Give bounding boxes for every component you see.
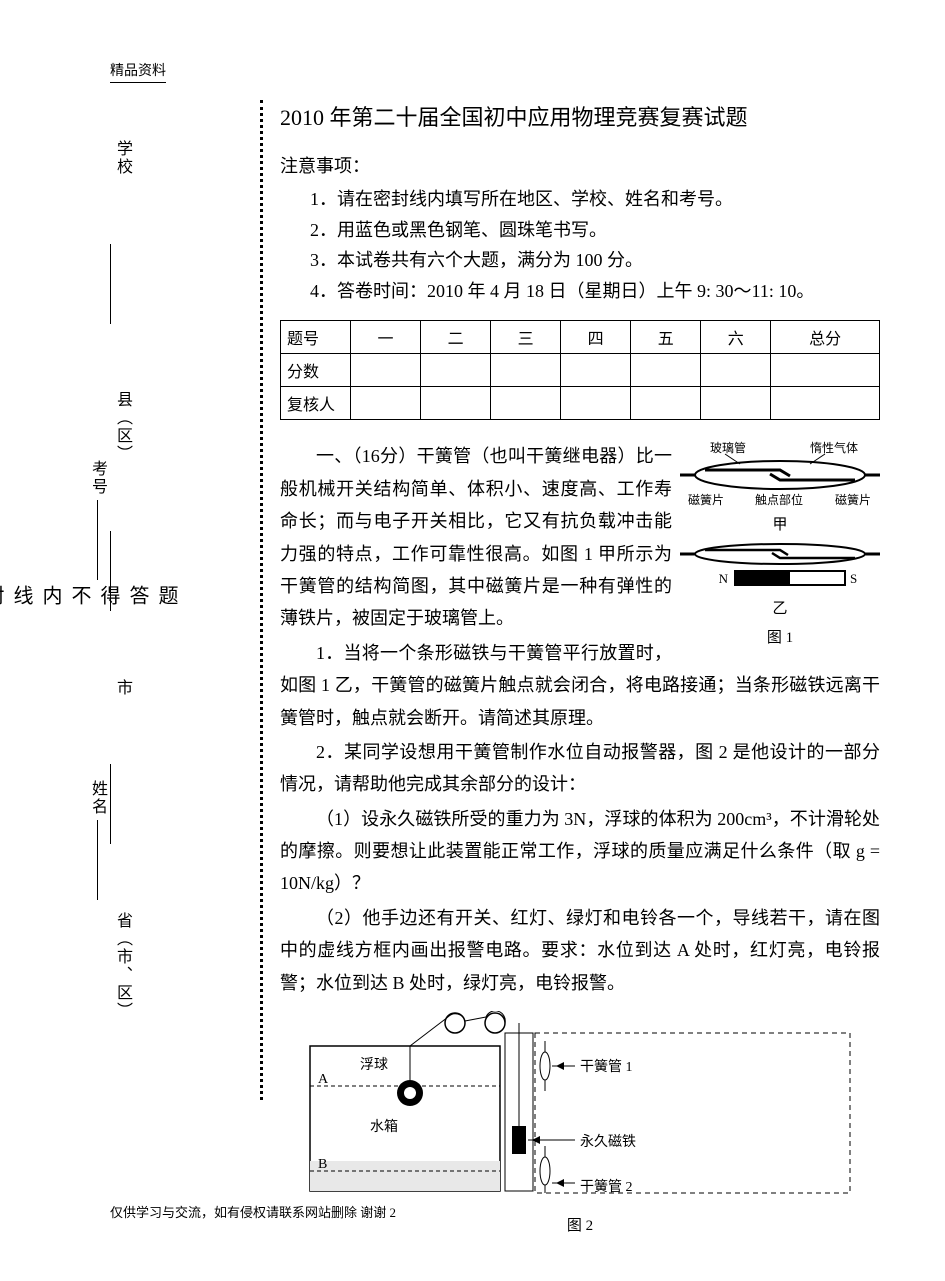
score-cell xyxy=(701,387,771,420)
sidebar-info-school: 学校 xyxy=(110,140,134,176)
table-row: 分数 xyxy=(281,354,880,387)
notice-item: 2．用蓝色或黑色钢笔、圆珠笔书写。 xyxy=(310,215,880,246)
fig2-reed2: 干簧管 2 xyxy=(580,1179,633,1195)
header-label: 精品资料 xyxy=(110,60,166,83)
q1-p2-2: （2）他手边还有开关、红灯、绿灯和电铃各一个，导线若干，请在图中的虚线方框内画出… xyxy=(280,902,880,999)
sidebar-name: 姓名 xyxy=(85,780,109,904)
sealed-line: 题 答 得 不 内 线 封 密 xyxy=(165,100,181,1100)
fig1-reed-left: 磁簧片 xyxy=(688,492,724,507)
score-header: 三 xyxy=(491,321,561,354)
table-row: 复核人 xyxy=(281,387,880,420)
sealed-dotted-line xyxy=(260,100,263,1100)
score-header: 题号 xyxy=(281,321,351,354)
sealed-char: 答 xyxy=(123,585,152,615)
fig2-B: B xyxy=(318,1157,327,1172)
fig2-magnet: 永久磁铁 xyxy=(580,1134,636,1150)
fig2-A: A xyxy=(318,1072,329,1087)
notice-item: 1．请在密封线内填写所在地区、学校、姓名和考号。 xyxy=(310,184,880,215)
footer-note: 仅供学习与交流，如有侵权请联系网站删除 谢谢 2 xyxy=(110,1202,396,1221)
score-cell xyxy=(351,387,421,420)
score-cell xyxy=(701,354,771,387)
figure-1: 玻璃管 惰性气体 磁簧片 触点部位 磁簧片 甲 xyxy=(680,440,880,652)
sealed-char: 内 xyxy=(36,585,65,615)
fig1a-caption: 甲 xyxy=(680,512,880,539)
question-1: 玻璃管 惰性气体 磁簧片 触点部位 磁簧片 甲 xyxy=(280,440,880,1240)
fig1-N: N xyxy=(719,571,729,586)
figure-1a-svg: 玻璃管 惰性气体 磁簧片 触点部位 磁簧片 xyxy=(680,440,880,510)
fig1b-caption: 乙 xyxy=(680,596,880,623)
fig1-gas-label: 惰性气体 xyxy=(810,440,858,455)
table-row: 题号 一 二 三 四 五 六 总分 xyxy=(281,321,880,354)
score-cell xyxy=(561,387,631,420)
notice-item: 4．答卷时间：2010 年 4 月 18 日（星期日）上午 9: 30～11: … xyxy=(310,276,880,307)
sealed-char: 线 xyxy=(7,585,36,615)
fig1-contact: 触点部位 xyxy=(755,492,803,507)
main-content: 2010 年第二十届全国初中应用物理竞赛复赛试题 注意事项： 1．请在密封线内填… xyxy=(280,100,880,1240)
score-cell: 复核人 xyxy=(281,387,351,420)
notice-item: 3．本试卷共有六个大题，满分为 100 分。 xyxy=(310,245,880,276)
fig1-reed-right: 磁簧片 xyxy=(835,492,871,507)
score-cell: 分数 xyxy=(281,354,351,387)
score-header: 总分 xyxy=(771,321,880,354)
score-header: 一 xyxy=(351,321,421,354)
score-cell xyxy=(771,387,880,420)
sealed-char: 不 xyxy=(65,585,94,615)
score-table: 题号 一 二 三 四 五 六 总分 分数 复核人 xyxy=(280,320,880,420)
score-cell xyxy=(491,387,561,420)
fig2-reed1: 干簧管 1 xyxy=(580,1059,633,1075)
q1-p2-lead: 2．某同学设想用干簧管制作水位自动报警器，图 2 是他设计的一部分情况，请帮助他… xyxy=(280,736,880,801)
score-cell xyxy=(421,387,491,420)
sealed-char: 封 xyxy=(0,585,7,615)
sidebar-info-county: 县（区） xyxy=(110,391,134,463)
sealed-char: 题 xyxy=(152,585,181,615)
fig1-caption: 图 1 xyxy=(680,625,880,652)
score-cell xyxy=(631,387,701,420)
score-header: 五 xyxy=(631,321,701,354)
score-cell xyxy=(631,354,701,387)
score-cell xyxy=(771,354,880,387)
sidebar-info: 学校 县（区） 市 省（市、区） xyxy=(110,140,134,1020)
notice-list: 1．请在密封线内填写所在地区、学校、姓名和考号。 2．用蓝色或黑色钢笔、圆珠笔书… xyxy=(280,184,880,306)
fig1-glass-label: 玻璃管 xyxy=(710,440,746,455)
figure-2-svg: A B 浮球 水箱 xyxy=(300,1011,860,1201)
figure-1b-svg: N S xyxy=(680,539,880,594)
score-header: 四 xyxy=(561,321,631,354)
page-title: 2010 年第二十届全国初中应用物理竞赛复赛试题 xyxy=(280,100,880,132)
fig2-float: 浮球 xyxy=(360,1057,388,1073)
score-cell xyxy=(421,354,491,387)
q1-p2-1: （1）设永久磁铁所受的重力为 3N，浮球的体积为 200cm³，不计滑轮处的摩擦… xyxy=(280,803,880,900)
sidebar-info-city: 市 xyxy=(110,679,134,697)
score-cell xyxy=(491,354,561,387)
sidebar-info-province: 省（市、区） xyxy=(110,912,134,1020)
score-cell xyxy=(561,354,631,387)
fig1-S: S xyxy=(850,571,857,586)
sidebar-examno: 考号 xyxy=(85,460,109,584)
notice-heading: 注意事项： xyxy=(280,152,880,178)
sealed-char: 得 xyxy=(94,585,123,615)
score-cell xyxy=(351,354,421,387)
score-header: 二 xyxy=(421,321,491,354)
fig2-tank: 水箱 xyxy=(370,1119,398,1135)
score-header: 六 xyxy=(701,321,771,354)
